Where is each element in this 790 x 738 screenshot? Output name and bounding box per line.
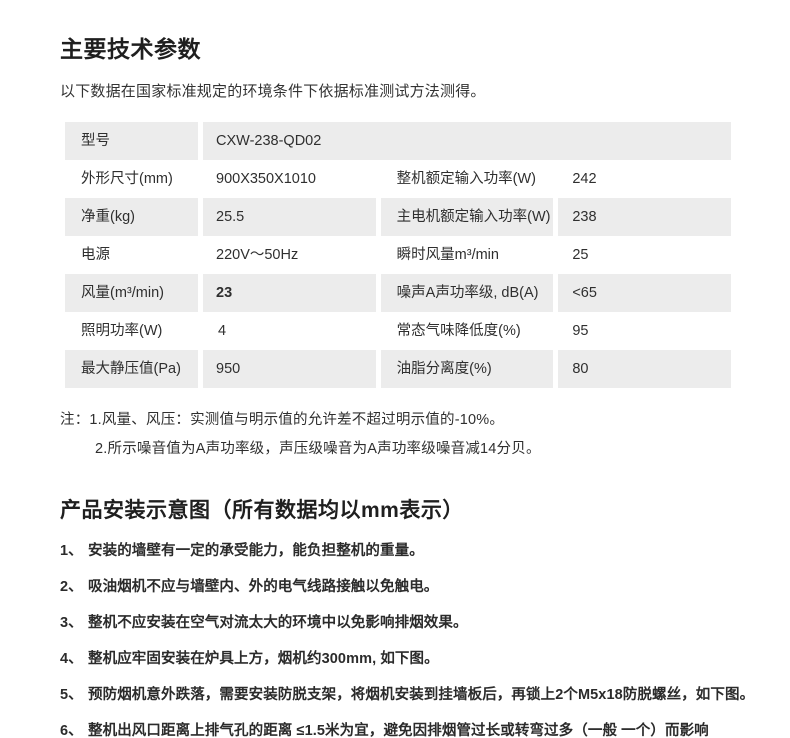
step-text: 整机不应安装在空气对流太大的环境中以免影响排烟效果。 [88, 615, 468, 631]
cell-label-right: 油脂分离度(%) [380, 350, 554, 388]
specification-table: 型号 CXW-238-QD02 外形尺寸(mm) 900X350X1010 整机… [60, 122, 736, 388]
cell-value-right: 238 [558, 198, 731, 236]
cell-label-right: 主电机额定输入功率(W) [380, 198, 554, 236]
table-row: 最大静压值(Pa) 950 油脂分离度(%) 80 [65, 350, 731, 388]
note-line-2: 2.所示噪音值为A声功率级，声压级噪音为A声功率级噪音减14分贝。 [95, 441, 541, 457]
table-row: 净重(kg) 25.5 主电机额定输入功率(W) 238 [65, 198, 731, 236]
install-section-title: 产品安装示意图（所有数据均以mm表示） [60, 499, 464, 522]
step-number: 3、 [60, 615, 83, 631]
cell-value-right: 25 [558, 236, 731, 274]
table-row-model: 型号 CXW-238-QD02 [65, 122, 731, 160]
step-number: 1、 [60, 543, 83, 559]
step-number: 2、 [60, 579, 83, 595]
cell-label-right: 常态气味降低度(%) [380, 312, 554, 350]
spec-section-lead: 以下数据在国家标准规定的环境条件下依据标准测试方法测得。 [60, 83, 486, 100]
note-line-1: 注：1.风量、风压：实测值与明示值的允许差不超过明示值的-10%。 [60, 412, 505, 428]
list-item: 4、 整机应牢固安装在炉具上方，烟机约300mm, 如下图。 [60, 647, 760, 672]
specification-table-body: 型号 CXW-238-QD02 外形尺寸(mm) 900X350X1010 整机… [65, 122, 731, 388]
cell-label-left: 电源 [65, 236, 198, 274]
cell-label-right: 整机额定输入功率(W) [380, 160, 554, 198]
step-number: 6、 [60, 723, 83, 738]
install-steps-list: 1、 安装的墙壁有一定的承受能力，能负担整机的重量。 2、 吸油烟机不应与墙壁内… [60, 539, 760, 738]
cell-value-left: 4 [203, 312, 376, 350]
step-number: 4、 [60, 651, 83, 667]
cell-value-left: 23 [203, 274, 376, 312]
step-text: 整机应牢固安装在炉具上方，烟机约300mm, 如下图。 [88, 651, 439, 667]
step-number: 5、 [60, 687, 83, 703]
cell-value-right: 95 [558, 312, 731, 350]
cell-value-left: 950 [203, 350, 376, 388]
cell-value-left: 220V～50Hz [203, 236, 376, 274]
table-row: 电源 220V～50Hz 瞬时风量m³/min 25 [65, 236, 731, 274]
list-item: 1、 安装的墙壁有一定的承受能力，能负担整机的重量。 [60, 539, 760, 564]
cell-value-right: <65 [558, 274, 731, 312]
step-text: 整机出风口距离上排气孔的距离 ≤1.5米为宜，避免因排烟管过长或转弯过多（一般 … [88, 723, 709, 738]
cell-label-left: 净重(kg) [65, 198, 198, 236]
cell-value-right: 242 [558, 160, 731, 198]
cell-label-right: 噪声A声功率级, dB(A) [380, 274, 554, 312]
table-row: 风量(m³/min) 23 噪声A声功率级, dB(A) <65 [65, 274, 731, 312]
cell-value-left: 25.5 [203, 198, 376, 236]
cell-value-right: 80 [558, 350, 731, 388]
cell-label-left: 外形尺寸(mm) [65, 160, 198, 198]
cell-label-left: 风量(m³/min) [65, 274, 198, 312]
cell-value-left: 900X350X1010 [203, 160, 376, 198]
step-text: 安装的墙壁有一定的承受能力，能负担整机的重量。 [88, 543, 424, 559]
step-text: 吸油烟机不应与墙壁内、外的电气线路接触以免触电。 [88, 579, 439, 595]
table-row: 外形尺寸(mm) 900X350X1010 整机额定输入功率(W) 242 [65, 160, 731, 198]
list-item: 3、 整机不应安装在空气对流太大的环境中以免影响排烟效果。 [60, 611, 760, 636]
cell-label-left: 最大静压值(Pa) [65, 350, 198, 388]
spec-section-title: 主要技术参数 [60, 36, 201, 62]
list-item: 5、 预防烟机意外跌落，需要安装防脱支架，将烟机安装到挂墙板后，再锁上2个M5x… [60, 683, 760, 708]
step-text: 预防烟机意外跌落，需要安装防脱支架，将烟机安装到挂墙板后，再锁上2个M5x18防… [88, 687, 755, 703]
cell-value-model: CXW-238-QD02 [203, 122, 731, 160]
cell-label-right: 瞬时风量m³/min [380, 236, 554, 274]
table-row: 照明功率(W) 4 常态气味降低度(%) 95 [65, 312, 731, 350]
list-item: 2、 吸油烟机不应与墙壁内、外的电气线路接触以免触电。 [60, 575, 760, 600]
spec-notes: 注：1.风量、风压：实测值与明示值的允许差不超过明示值的-10%。 2.所示噪音… [60, 406, 541, 464]
cell-label-model: 型号 [65, 122, 198, 160]
list-item: 6、 整机出风口距离上排气孔的距离 ≤1.5米为宜，避免因排烟管过长或转弯过多（… [60, 719, 760, 738]
cell-label-left: 照明功率(W) [65, 312, 198, 350]
